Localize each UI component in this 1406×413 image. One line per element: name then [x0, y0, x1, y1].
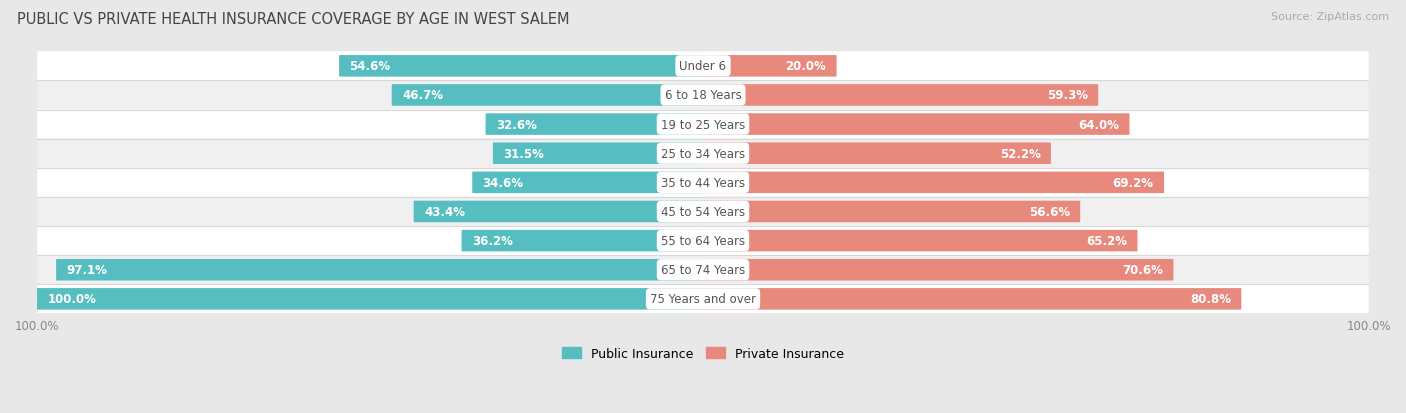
- Text: 20.0%: 20.0%: [786, 60, 827, 73]
- Text: 97.1%: 97.1%: [66, 263, 107, 277]
- FancyBboxPatch shape: [472, 172, 703, 194]
- FancyBboxPatch shape: [494, 143, 703, 165]
- FancyBboxPatch shape: [703, 259, 1174, 281]
- Text: 43.4%: 43.4%: [425, 206, 465, 218]
- Text: 55 to 64 Years: 55 to 64 Years: [661, 235, 745, 247]
- Text: Under 6: Under 6: [679, 60, 727, 73]
- Text: 52.2%: 52.2%: [1000, 147, 1040, 160]
- FancyBboxPatch shape: [339, 56, 703, 77]
- FancyBboxPatch shape: [37, 81, 1369, 110]
- Text: 19 to 25 Years: 19 to 25 Years: [661, 118, 745, 131]
- FancyBboxPatch shape: [37, 169, 1369, 197]
- FancyBboxPatch shape: [703, 288, 1241, 310]
- Text: 65 to 74 Years: 65 to 74 Years: [661, 263, 745, 277]
- Text: 100.0%: 100.0%: [48, 293, 96, 306]
- FancyBboxPatch shape: [703, 143, 1050, 165]
- FancyBboxPatch shape: [703, 85, 1098, 107]
- FancyBboxPatch shape: [37, 110, 1369, 139]
- Text: 75 Years and over: 75 Years and over: [650, 293, 756, 306]
- FancyBboxPatch shape: [703, 172, 1164, 194]
- FancyBboxPatch shape: [37, 197, 1369, 226]
- Text: 69.2%: 69.2%: [1112, 176, 1154, 190]
- Text: 64.0%: 64.0%: [1078, 118, 1119, 131]
- Text: 70.6%: 70.6%: [1122, 263, 1163, 277]
- FancyBboxPatch shape: [37, 288, 703, 310]
- FancyBboxPatch shape: [56, 259, 703, 281]
- FancyBboxPatch shape: [413, 201, 703, 223]
- Text: 56.6%: 56.6%: [1029, 206, 1070, 218]
- FancyBboxPatch shape: [37, 52, 1369, 81]
- Text: 25 to 34 Years: 25 to 34 Years: [661, 147, 745, 160]
- Text: 6 to 18 Years: 6 to 18 Years: [665, 89, 741, 102]
- FancyBboxPatch shape: [37, 285, 1369, 313]
- Text: 35 to 44 Years: 35 to 44 Years: [661, 176, 745, 190]
- Text: 31.5%: 31.5%: [503, 147, 544, 160]
- Text: 80.8%: 80.8%: [1189, 293, 1230, 306]
- Text: 36.2%: 36.2%: [472, 235, 513, 247]
- FancyBboxPatch shape: [37, 139, 1369, 169]
- Text: 54.6%: 54.6%: [350, 60, 391, 73]
- FancyBboxPatch shape: [703, 56, 837, 77]
- FancyBboxPatch shape: [703, 230, 1137, 252]
- Text: 32.6%: 32.6%: [496, 118, 537, 131]
- Text: 46.7%: 46.7%: [402, 89, 443, 102]
- FancyBboxPatch shape: [485, 114, 703, 135]
- Text: Source: ZipAtlas.com: Source: ZipAtlas.com: [1271, 12, 1389, 22]
- FancyBboxPatch shape: [703, 201, 1080, 223]
- FancyBboxPatch shape: [392, 85, 703, 107]
- Text: 34.6%: 34.6%: [482, 176, 523, 190]
- Text: 65.2%: 65.2%: [1085, 235, 1128, 247]
- FancyBboxPatch shape: [37, 226, 1369, 256]
- FancyBboxPatch shape: [461, 230, 703, 252]
- Text: PUBLIC VS PRIVATE HEALTH INSURANCE COVERAGE BY AGE IN WEST SALEM: PUBLIC VS PRIVATE HEALTH INSURANCE COVER…: [17, 12, 569, 27]
- FancyBboxPatch shape: [37, 256, 1369, 285]
- Text: 45 to 54 Years: 45 to 54 Years: [661, 206, 745, 218]
- Legend: Public Insurance, Private Insurance: Public Insurance, Private Insurance: [557, 342, 849, 365]
- FancyBboxPatch shape: [703, 114, 1129, 135]
- Text: 59.3%: 59.3%: [1047, 89, 1088, 102]
